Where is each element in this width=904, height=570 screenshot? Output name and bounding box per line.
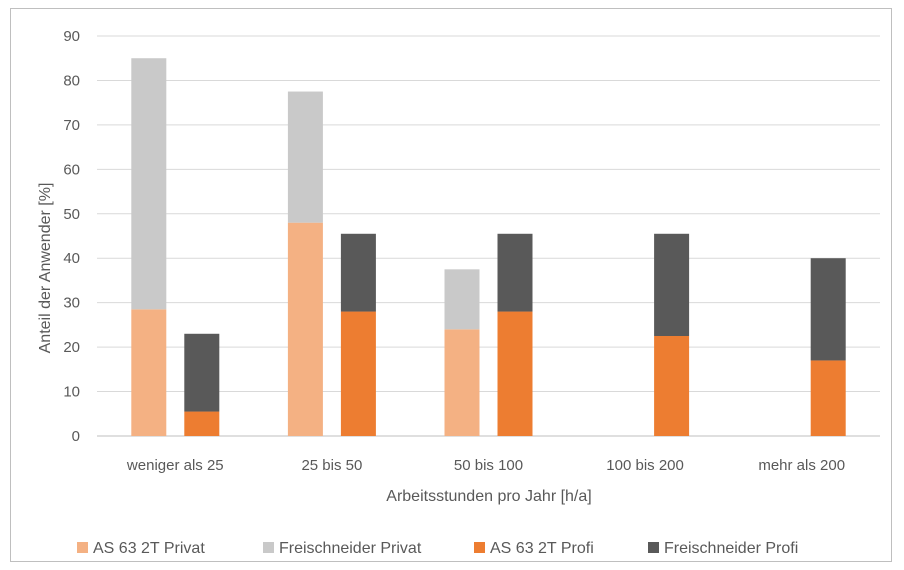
bar-segment xyxy=(340,311,376,436)
bar-segment xyxy=(444,329,480,436)
gridlines xyxy=(97,35,880,437)
y-tick-label: 30 xyxy=(63,295,80,312)
bar-segment xyxy=(810,258,846,361)
legend: AS 63 2T Privat Freischneider Privat AS 63… xyxy=(77,540,798,557)
bar-segment xyxy=(810,360,846,436)
y-tick-label: 90 xyxy=(63,28,80,45)
y-tick-label: 60 xyxy=(63,161,80,178)
bar-segment xyxy=(654,233,690,336)
bar-segment xyxy=(184,333,220,412)
legend-label: Freischneider Profi xyxy=(664,540,798,557)
legend-label: Freischneider Privat xyxy=(279,540,422,557)
x-tick-label: weniger als 25 xyxy=(126,457,224,474)
legend-swatch xyxy=(474,542,485,553)
legend-label: AS 63 2T Profi xyxy=(490,540,594,557)
x-tick-label: mehr als 200 xyxy=(758,457,845,474)
bar-segment xyxy=(654,336,690,436)
y-axis-title: Anteil der Anwender [%] xyxy=(37,183,54,354)
y-tick-label: 50 xyxy=(63,206,80,223)
x-axis-title: Arbeitsstunden pro Jahr [h/a] xyxy=(386,488,591,505)
x-tick-label: 100 bis 200 xyxy=(606,457,684,474)
bar-segment xyxy=(444,269,480,330)
bar-segment xyxy=(131,309,167,436)
bar-segment xyxy=(184,411,220,436)
bar-segment xyxy=(287,222,323,436)
y-tick-label: 0 xyxy=(72,428,80,445)
legend-swatch xyxy=(648,542,659,553)
y-tick-label: 20 xyxy=(63,339,80,356)
y-tick-label: 10 xyxy=(63,384,80,401)
bar-segment xyxy=(497,233,533,312)
x-tick-label: 50 bis 100 xyxy=(454,457,523,474)
y-tick-label: 70 xyxy=(63,117,80,134)
bar-segment xyxy=(287,91,323,223)
bar-segment xyxy=(131,58,167,310)
legend-swatch xyxy=(77,542,88,553)
x-tick-labels: weniger als 25 25 bis 50 50 bis 100 100 bis… xyxy=(126,457,845,474)
y-tick-labels: 0 10 20 30 40 50 60 70 80 90 xyxy=(63,28,80,445)
legend-label: AS 63 2T Privat xyxy=(93,540,205,557)
bar-segment xyxy=(497,311,533,436)
legend-swatch xyxy=(263,542,274,553)
x-tick-label: 25 bis 50 xyxy=(301,457,362,474)
y-tick-label: 40 xyxy=(63,250,80,267)
bars xyxy=(131,58,846,436)
bar-segment xyxy=(340,233,376,312)
y-tick-label: 80 xyxy=(63,72,80,89)
